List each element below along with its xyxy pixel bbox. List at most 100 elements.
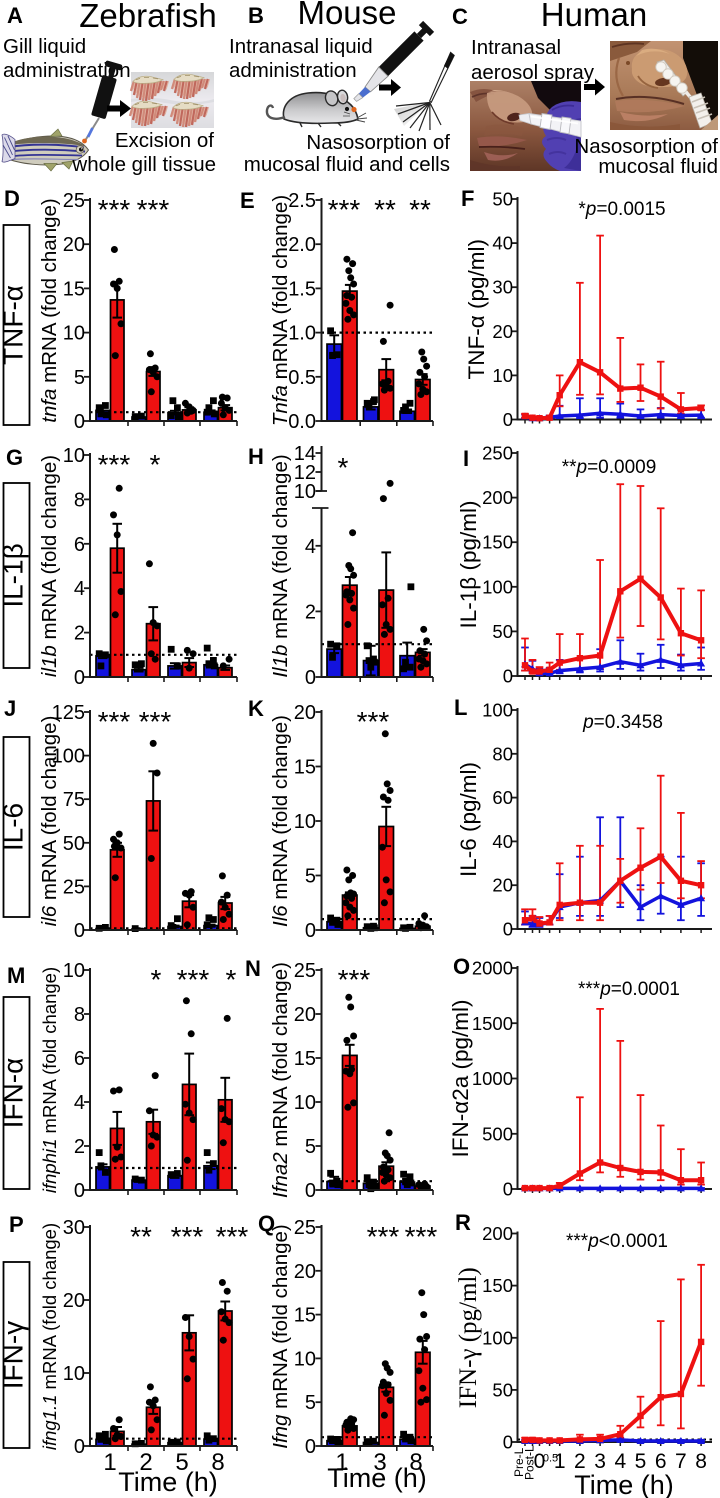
svg-text:0: 0 bbox=[74, 667, 85, 689]
svg-text:2: 2 bbox=[74, 1136, 85, 1158]
svg-text:15: 15 bbox=[294, 757, 316, 779]
svg-text:0: 0 bbox=[503, 1432, 513, 1453]
svg-text:6: 6 bbox=[74, 534, 85, 556]
svg-text:10: 10 bbox=[63, 960, 85, 982]
svg-text:8: 8 bbox=[74, 489, 85, 511]
svg-text:10: 10 bbox=[294, 1348, 316, 1370]
svg-text:2: 2 bbox=[574, 1450, 586, 1473]
svg-text:*: * bbox=[151, 964, 162, 995]
svg-text:***: *** bbox=[177, 964, 210, 995]
svg-text:8: 8 bbox=[74, 1004, 85, 1026]
svg-text:0.5: 0.5 bbox=[288, 367, 316, 389]
svg-text:ifnphi1 mRNA (fold change): ifnphi1 mRNA (fold change) bbox=[39, 967, 60, 1193]
svg-text:IFN-γ: IFN-γ bbox=[0, 1321, 29, 1389]
svg-text:25: 25 bbox=[294, 960, 316, 982]
svg-text:0: 0 bbox=[305, 920, 316, 942]
svg-text:administration: administration bbox=[3, 59, 131, 82]
svg-text:***: *** bbox=[98, 194, 131, 225]
svg-text:Il1b mRNA (fold change): Il1b mRNA (fold change) bbox=[269, 454, 292, 677]
svg-text:0: 0 bbox=[74, 1436, 85, 1458]
svg-text:**p=0.0009: **p=0.0009 bbox=[562, 457, 657, 478]
svg-text:6: 6 bbox=[655, 1450, 667, 1473]
svg-text:15: 15 bbox=[294, 1305, 316, 1327]
svg-text:O: O bbox=[453, 954, 470, 979]
svg-text:***: *** bbox=[137, 194, 170, 225]
svg-text:**: ** bbox=[409, 194, 431, 225]
svg-text:10: 10 bbox=[63, 323, 85, 345]
svg-text:50: 50 bbox=[492, 621, 513, 642]
svg-text:***: *** bbox=[367, 1221, 400, 1252]
svg-text:mucosal fluid: mucosal fluid bbox=[598, 155, 718, 178]
svg-text:20: 20 bbox=[63, 1290, 85, 1312]
svg-text:Mouse: Mouse bbox=[297, 0, 396, 31]
svg-text:200: 200 bbox=[482, 1223, 513, 1244]
svg-text:***: *** bbox=[216, 1221, 249, 1252]
svg-text:5: 5 bbox=[305, 866, 316, 888]
svg-text:5: 5 bbox=[305, 1136, 316, 1158]
svg-text:Nasosorption of: Nasosorption of bbox=[306, 131, 450, 154]
svg-text:**: ** bbox=[130, 1221, 152, 1252]
svg-text:25: 25 bbox=[63, 876, 85, 898]
svg-text:***: *** bbox=[338, 964, 371, 995]
svg-text:whole gill tissue: whole gill tissue bbox=[71, 153, 216, 176]
svg-text:0: 0 bbox=[74, 920, 85, 942]
svg-text:M: M bbox=[7, 963, 25, 988]
svg-text:aerosol spray: aerosol spray bbox=[471, 61, 595, 84]
svg-text:***: *** bbox=[98, 706, 131, 737]
svg-text:150: 150 bbox=[482, 532, 513, 553]
svg-text:K: K bbox=[248, 696, 264, 721]
svg-text:Human: Human bbox=[541, 0, 647, 33]
svg-text:IL-6: IL-6 bbox=[0, 803, 29, 851]
svg-text:5: 5 bbox=[74, 367, 85, 389]
svg-text:P: P bbox=[9, 1212, 24, 1237]
svg-text:IL-6 (pg/ml): IL-6 (pg/ml) bbox=[456, 762, 481, 877]
svg-text:Time (h): Time (h) bbox=[327, 1463, 427, 1493]
svg-text:B: B bbox=[248, 3, 264, 28]
svg-text:Post-L: Post-L bbox=[523, 1445, 537, 1480]
svg-text:Excision of: Excision of bbox=[115, 129, 214, 152]
svg-text:tnfa mRNA (fold change): tnfa mRNA (fold change) bbox=[38, 198, 61, 422]
svg-text:Ifna2 mRNA (fold change): Ifna2 mRNA (fold change) bbox=[269, 962, 292, 1198]
svg-text:20: 20 bbox=[492, 875, 513, 896]
svg-text:H: H bbox=[248, 444, 264, 469]
svg-text:7: 7 bbox=[675, 1450, 687, 1473]
svg-text:0: 0 bbox=[534, 1450, 546, 1473]
svg-text:20: 20 bbox=[63, 234, 85, 256]
svg-text:2.5: 2.5 bbox=[288, 190, 316, 212]
svg-text:10: 10 bbox=[63, 1363, 85, 1385]
svg-text:20: 20 bbox=[492, 321, 513, 342]
svg-text:***: *** bbox=[139, 706, 172, 737]
svg-text:40: 40 bbox=[492, 831, 513, 852]
svg-text:*p=0.0015: *p=0.0015 bbox=[578, 199, 665, 220]
svg-text:2: 2 bbox=[139, 1449, 152, 1476]
svg-text:administration: administration bbox=[229, 59, 357, 82]
svg-text:5: 5 bbox=[305, 1392, 316, 1414]
svg-text:75: 75 bbox=[63, 789, 85, 811]
svg-text:0: 0 bbox=[305, 1436, 316, 1458]
svg-text:0: 0 bbox=[503, 409, 513, 430]
svg-text:100: 100 bbox=[482, 700, 513, 721]
svg-text:3: 3 bbox=[373, 1449, 386, 1476]
svg-text:10: 10 bbox=[63, 445, 85, 467]
svg-text:0: 0 bbox=[74, 1180, 85, 1202]
svg-text:50: 50 bbox=[63, 833, 85, 855]
svg-text:2.0: 2.0 bbox=[288, 234, 316, 256]
svg-text:15: 15 bbox=[63, 278, 85, 300]
svg-text:0.5: 0.5 bbox=[543, 1453, 558, 1465]
svg-text:8: 8 bbox=[409, 1449, 422, 1476]
svg-text:200: 200 bbox=[482, 487, 513, 508]
svg-text:4: 4 bbox=[74, 578, 85, 600]
svg-text:25: 25 bbox=[63, 190, 85, 212]
svg-text:1.5: 1.5 bbox=[288, 278, 316, 300]
svg-text:1: 1 bbox=[335, 1449, 348, 1476]
svg-text:14: 14 bbox=[294, 443, 316, 465]
svg-text:2: 2 bbox=[74, 623, 85, 645]
svg-text:30: 30 bbox=[63, 1217, 85, 1239]
svg-text:IFN-α: IFN-α bbox=[0, 1058, 29, 1129]
svg-text:R: R bbox=[455, 1210, 471, 1235]
svg-text:TNF-α: TNF-α bbox=[0, 285, 29, 365]
svg-text:100: 100 bbox=[482, 1327, 513, 1348]
svg-text:1.0: 1.0 bbox=[288, 323, 316, 345]
svg-text:1: 1 bbox=[103, 1449, 116, 1476]
svg-text:F: F bbox=[461, 186, 474, 211]
